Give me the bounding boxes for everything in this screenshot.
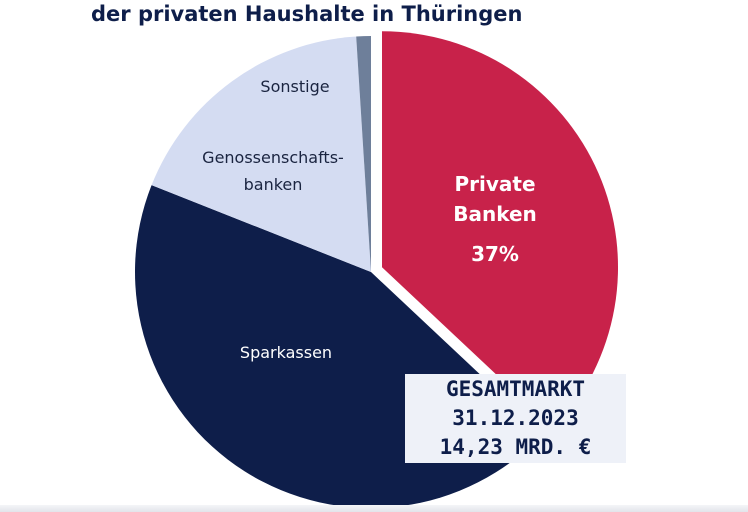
- slice-label-genossen-line2: banken: [243, 175, 303, 194]
- pie-slice-genossenschafts-banken: [151, 36, 371, 272]
- slice-label-genossenschaftsbanken: Genossenschafts- banken: [178, 144, 368, 198]
- pie-slice-sonstige: [356, 36, 371, 272]
- slice-label-genossen-line1: Genossenschafts-: [202, 148, 344, 167]
- slice-label-private-line2: Banken: [453, 202, 537, 226]
- slice-label-sparkassen: Sparkassen: [239, 343, 333, 362]
- chart-title: der privaten Haushalte in Thüringen: [91, 2, 523, 26]
- bottom-strip: [0, 505, 748, 512]
- pie-slice-private-banken: [382, 31, 619, 429]
- total-market-date: 31.12.2023: [452, 406, 579, 430]
- slice-label-private-banken: Private Banken 37%: [425, 169, 565, 269]
- slice-value-private: 37%: [471, 242, 519, 266]
- total-market-box: GESAMTMARKT 31.12.2023 14,23 MRD. €: [405, 374, 626, 463]
- slice-label-sonstige: Sonstige: [260, 77, 330, 96]
- slice-label-private-line1: Private: [454, 172, 536, 196]
- total-market-title: GESAMTMARKT: [445, 377, 586, 401]
- total-market-amount: 14,23 MRD. €: [439, 435, 592, 459]
